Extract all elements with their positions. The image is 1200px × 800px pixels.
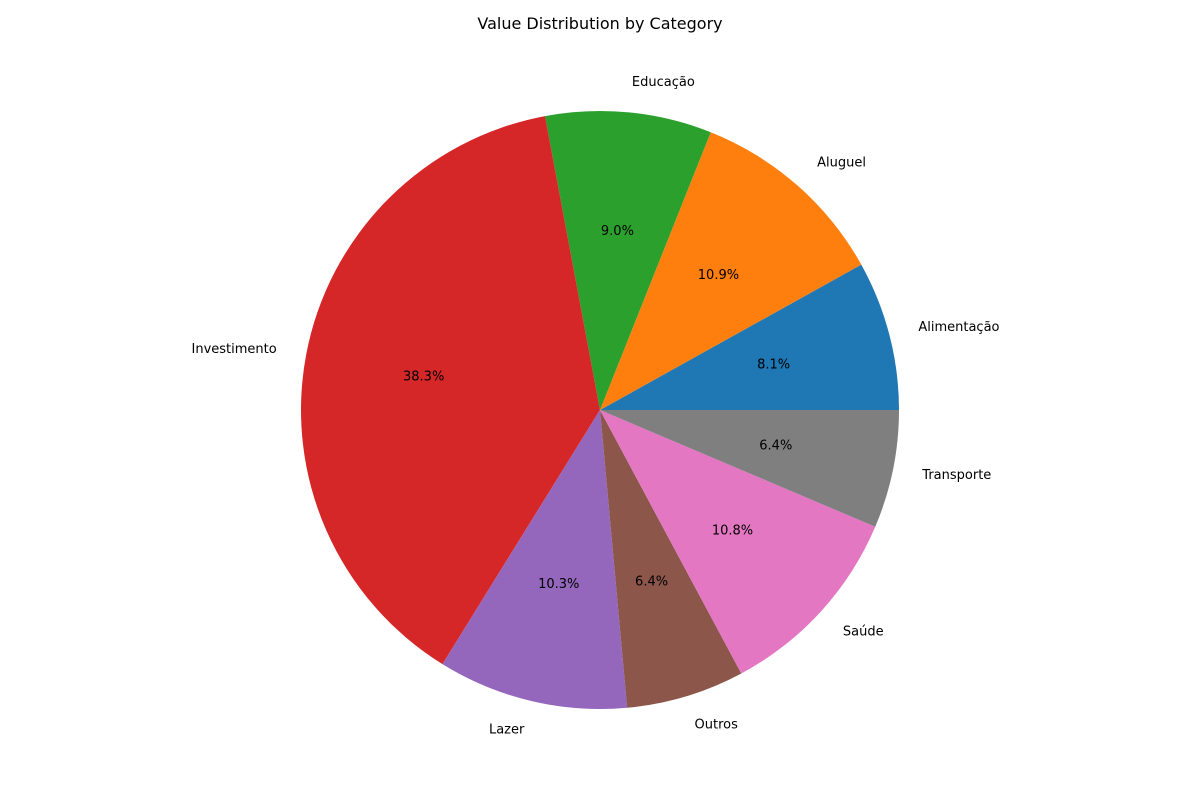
slice-label-educacao: Educação [632, 75, 695, 90]
slice-percent-transporte: 6.4% [759, 438, 792, 453]
slice-label-aluguel: Aluguel [817, 155, 866, 170]
pie-labels: Alimentação 8.1% Aluguel 10.9% Educação 9.0% I… [192, 75, 1000, 737]
pie-slice-alimentacao [600, 264, 899, 410]
pie-slices [300, 111, 899, 709]
slice-percent-outros: 6.4% [635, 574, 668, 589]
slice-percent-lazer: 10.3% [538, 577, 579, 592]
chart-title: Value Distribution by Category [477, 14, 722, 33]
slice-percent-investimento: 38.3% [403, 370, 444, 385]
pie-slice-lazer [442, 410, 628, 709]
slice-percent-alimentacao: 8.1% [757, 357, 790, 372]
slice-label-outros: Outros [695, 718, 739, 733]
slice-label-alimentacao: Alimentação [918, 320, 999, 335]
pie-slice-investimento [300, 116, 600, 665]
pie-slice-educacao [545, 111, 711, 411]
pie-slice-outros [600, 410, 742, 708]
slice-label-investimento: Investimento [192, 342, 277, 357]
slice-percent-educacao: 9.0% [601, 224, 634, 239]
slice-percent-aluguel: 10.9% [698, 268, 739, 283]
pie-slice-aluguel [600, 132, 862, 411]
slice-percent-saude: 10.8% [712, 523, 753, 538]
slice-label-lazer: Lazer [489, 723, 525, 738]
slice-label-transporte: Transporte [921, 468, 991, 483]
slice-label-saude: Saúde [843, 624, 884, 639]
pie-slice-saude [600, 410, 876, 674]
pie-slice-transporte [600, 410, 899, 527]
